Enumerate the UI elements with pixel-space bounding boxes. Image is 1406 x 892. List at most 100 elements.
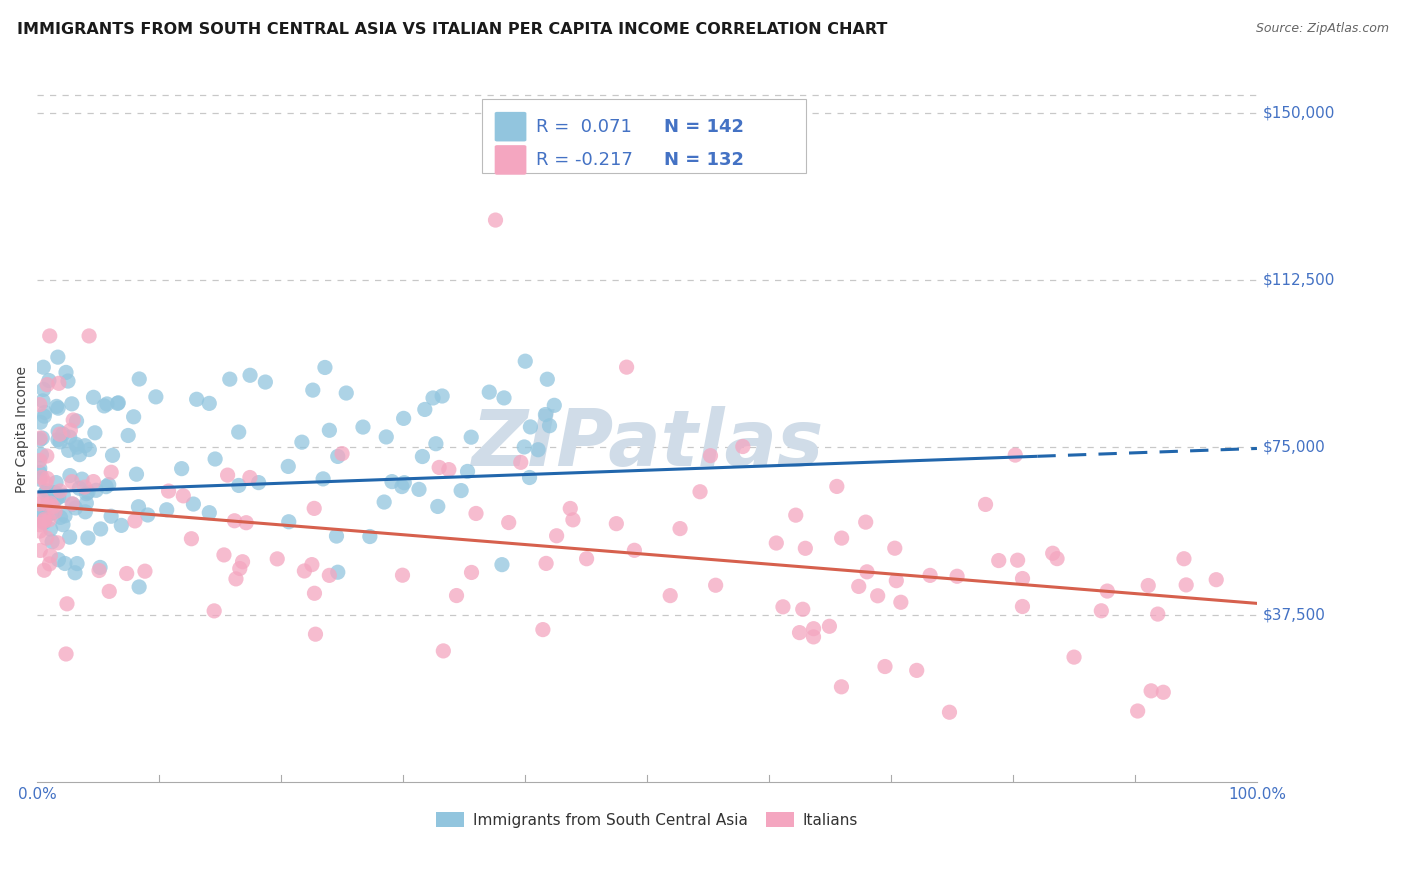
Point	[515, 354, 537, 368]
Point	[73, 439, 96, 453]
Point	[28, 461, 51, 475]
Point	[32, 383, 55, 397]
Point	[46, 401, 69, 416]
Point	[30, 543, 52, 558]
Text: N = 142: N = 142	[664, 118, 744, 136]
Point	[318, 568, 340, 582]
Point	[56, 374, 79, 388]
Point	[67, 481, 90, 495]
FancyBboxPatch shape	[495, 112, 526, 142]
Text: $75,000: $75,000	[1263, 440, 1326, 455]
Point	[375, 430, 398, 444]
Point	[97, 477, 120, 491]
Point	[180, 532, 202, 546]
Point	[134, 564, 156, 578]
Point	[883, 541, 905, 556]
Point	[37, 471, 59, 485]
Point	[100, 509, 122, 524]
Point	[301, 558, 323, 572]
Point	[39, 549, 62, 563]
Point	[77, 531, 100, 545]
Point	[304, 586, 326, 600]
Point	[53, 508, 76, 523]
Point	[1007, 553, 1029, 567]
Point	[101, 448, 124, 462]
Point	[46, 433, 69, 447]
Point	[31, 470, 53, 484]
Point	[392, 411, 415, 425]
Point	[28, 466, 51, 480]
Point	[831, 531, 853, 545]
Point	[122, 409, 145, 424]
Point	[48, 490, 70, 504]
Point	[536, 372, 558, 386]
Point	[145, 390, 167, 404]
Point	[32, 393, 55, 408]
Point	[772, 599, 794, 614]
Point	[432, 644, 454, 658]
Bar	[482, 99, 806, 172]
Point	[75, 505, 97, 519]
Point	[34, 512, 56, 526]
Point	[1126, 704, 1149, 718]
Point	[59, 430, 82, 444]
Point	[42, 500, 65, 514]
Point	[52, 427, 75, 442]
Point	[82, 390, 104, 404]
Point	[183, 497, 205, 511]
Point	[1004, 448, 1026, 462]
Point	[1137, 578, 1160, 592]
Point	[28, 517, 51, 532]
Point	[408, 483, 430, 497]
Point	[87, 564, 110, 578]
Point	[37, 492, 59, 507]
Point	[312, 472, 335, 486]
Point	[623, 543, 645, 558]
Point	[30, 415, 52, 429]
Text: ZIPatlas: ZIPatlas	[471, 406, 824, 482]
Point	[45, 491, 67, 506]
Point	[228, 478, 250, 492]
Point	[855, 515, 877, 529]
Point	[478, 385, 501, 400]
Point	[34, 486, 56, 500]
Point	[1146, 607, 1168, 621]
Text: IMMIGRANTS FROM SOUTH CENTRAL ASIA VS ITALIAN PER CAPITA INCOME CORRELATION CHAR: IMMIGRANTS FROM SOUTH CENTRAL ASIA VS IT…	[17, 22, 887, 37]
Point	[731, 440, 754, 454]
Point	[659, 589, 682, 603]
Point	[28, 398, 51, 412]
Text: Source: ZipAtlas.com: Source: ZipAtlas.com	[1256, 22, 1389, 36]
Point	[460, 566, 482, 580]
Point	[115, 566, 138, 581]
Point	[136, 508, 159, 522]
Point	[212, 548, 235, 562]
Point	[1011, 572, 1033, 586]
Point	[75, 486, 97, 500]
Point	[873, 659, 896, 673]
Point	[28, 453, 51, 467]
Point	[326, 566, 349, 580]
Point	[794, 541, 817, 556]
Point	[59, 530, 82, 544]
Point	[1097, 584, 1119, 599]
Point	[38, 374, 60, 388]
Point	[35, 483, 58, 498]
Point	[84, 483, 107, 498]
Point	[277, 515, 299, 529]
Point	[373, 495, 395, 509]
Point	[492, 391, 515, 405]
Point	[65, 414, 87, 428]
Point	[48, 427, 70, 442]
Point	[110, 518, 132, 533]
Point	[335, 386, 357, 401]
Point	[62, 413, 84, 427]
Point	[73, 480, 96, 494]
Point	[34, 405, 56, 419]
Point	[235, 516, 257, 530]
Point	[34, 409, 56, 424]
Point	[66, 557, 89, 571]
Point	[543, 398, 565, 412]
Point	[391, 479, 413, 493]
Point	[107, 396, 129, 410]
Point	[100, 465, 122, 479]
